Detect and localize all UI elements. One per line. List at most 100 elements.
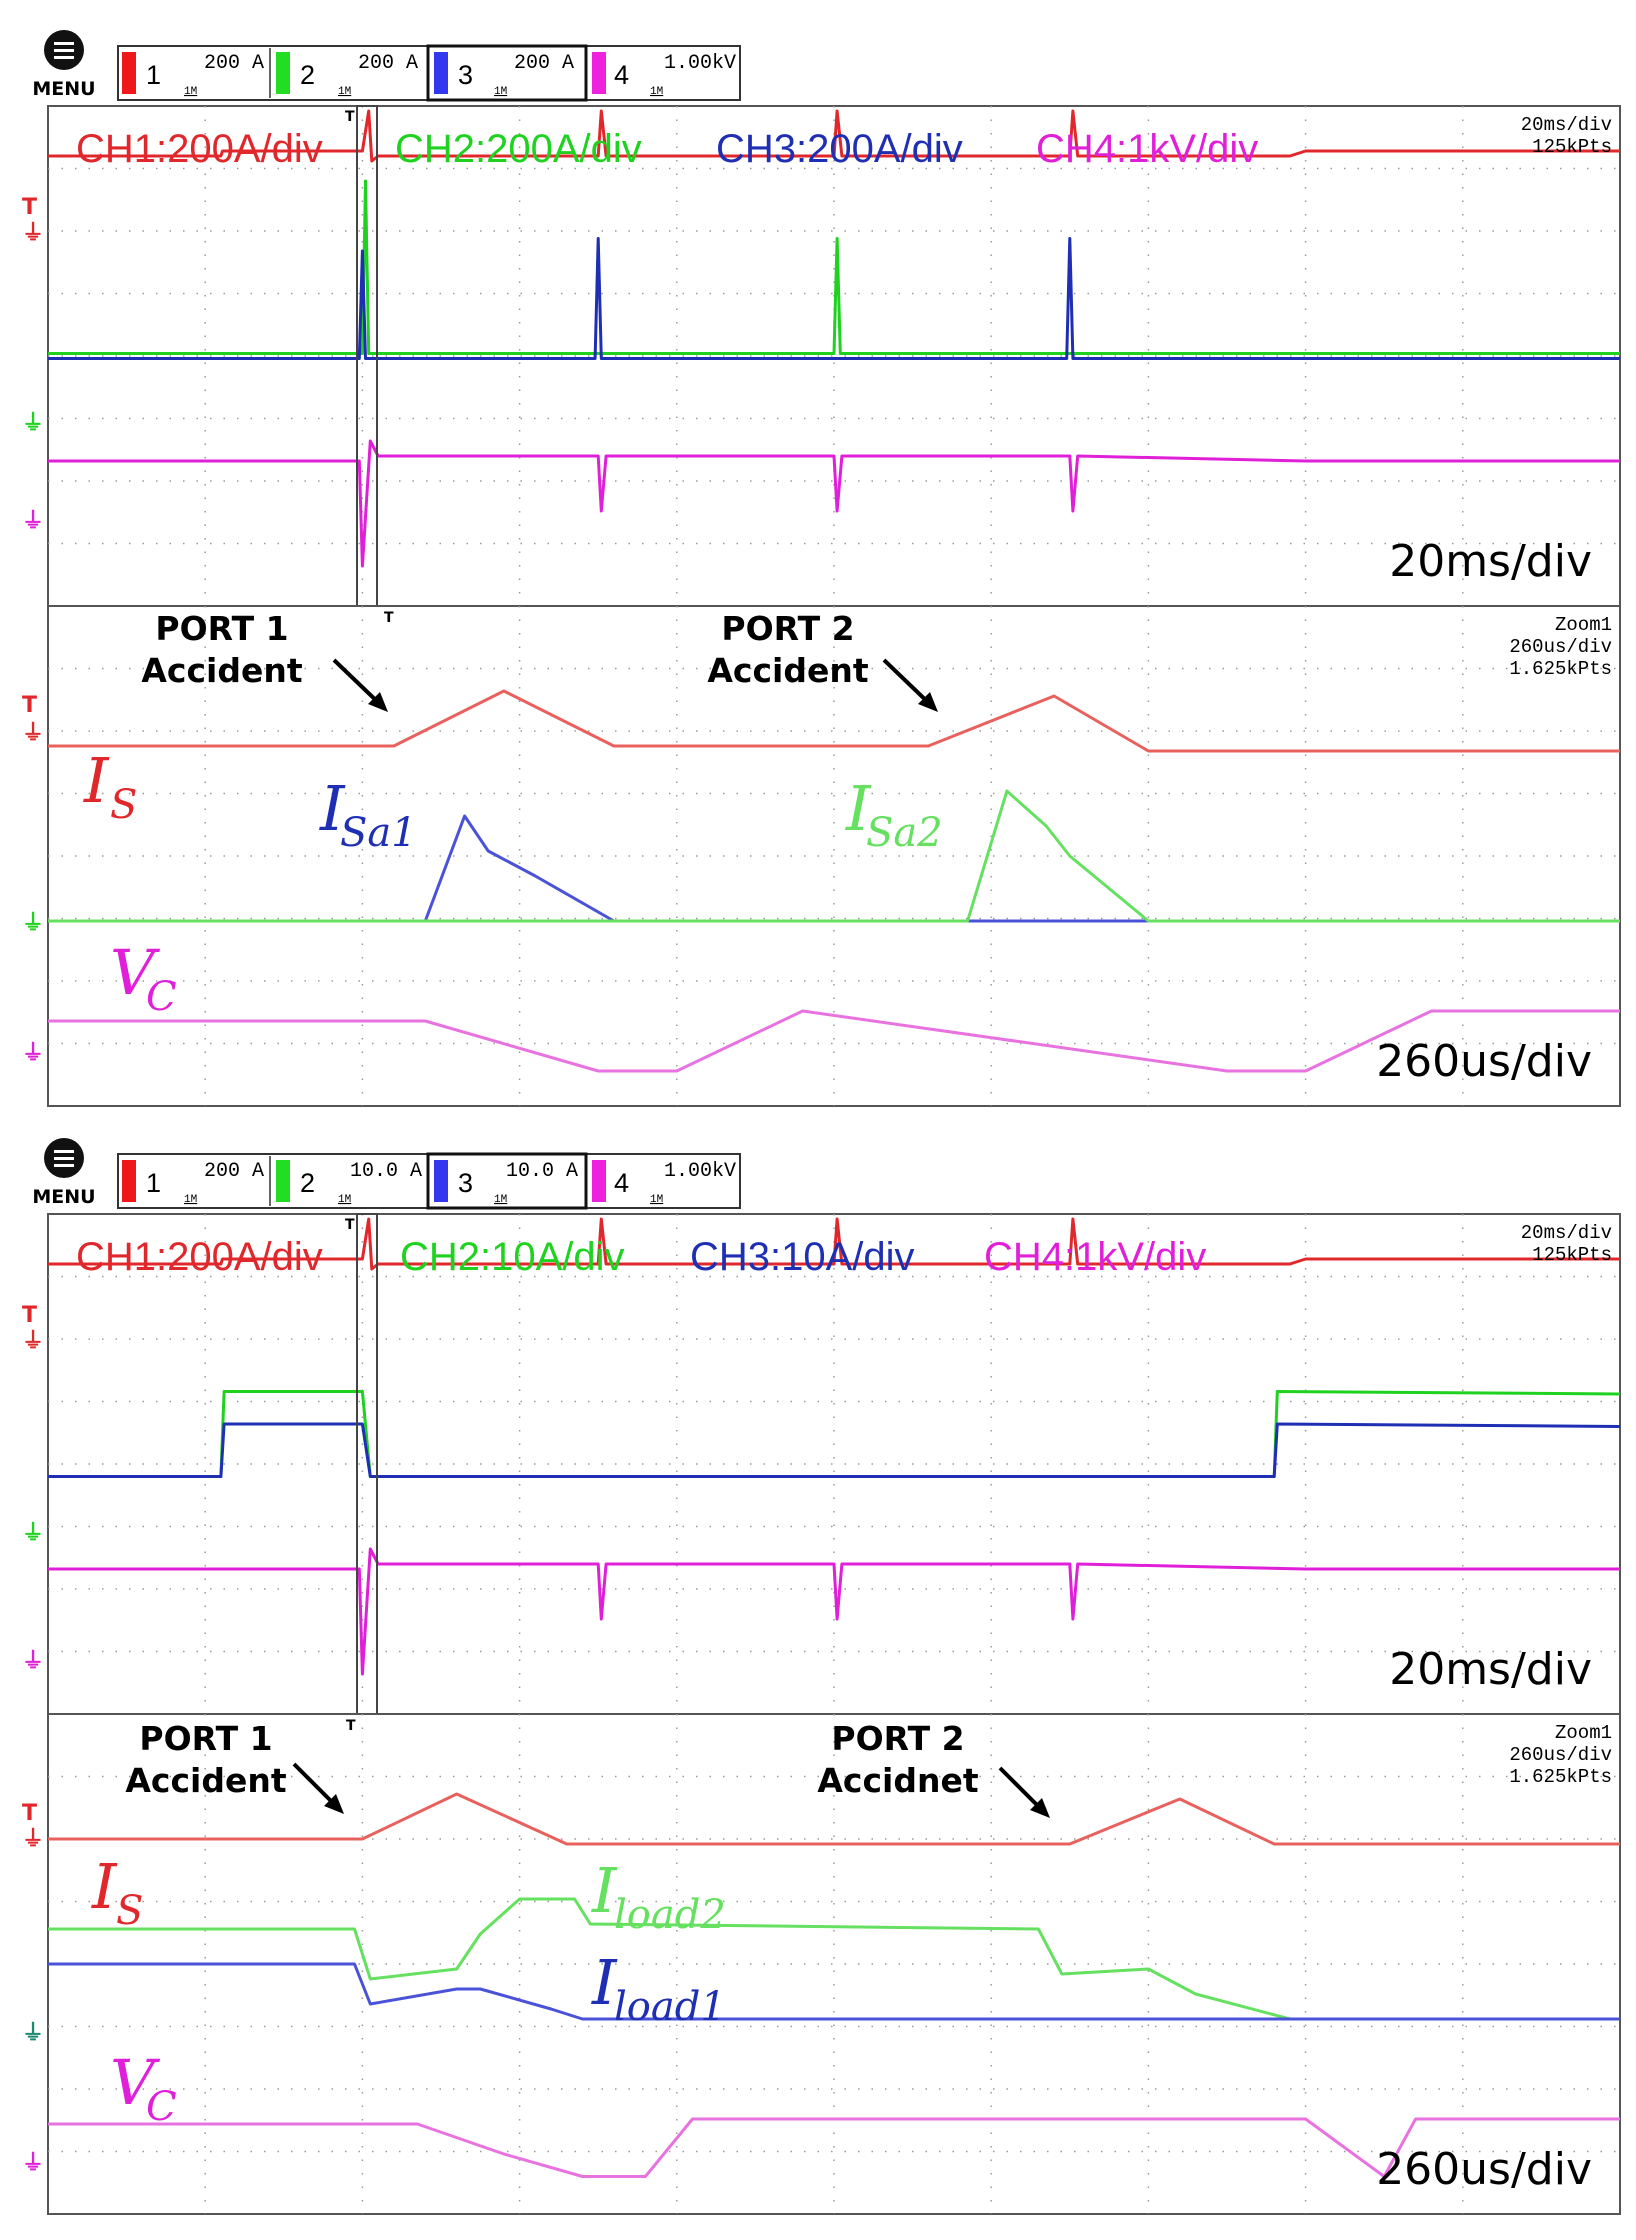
ch4-scale-label: CH4:1kV/div — [984, 1235, 1206, 1279]
ch3-scale: 200 A — [514, 52, 574, 75]
symbol-subscript: load2 — [614, 1892, 726, 1938]
ch2-number: 2 — [300, 1168, 315, 1198]
symbol-isa2: I Sa2 — [845, 772, 943, 856]
zoom-label: Zoom1 — [1555, 614, 1612, 636]
ch4-coupling: 1M — [650, 1194, 663, 1206]
plot-area — [48, 1217, 1621, 1676]
plot-area — [48, 109, 1620, 568]
ch4-scale: 1.00kV — [664, 52, 736, 75]
ch1-level-marker: T — [22, 693, 37, 718]
menu-button[interactable]: MENU — [32, 30, 96, 100]
annotation-line-1: PORT 2 — [721, 609, 854, 648]
ground-markers: T ⏚ ⏚ ⏚ — [22, 1801, 44, 2176]
trace-i-load1 — [48, 1962, 1620, 2021]
menu-button[interactable]: MENU — [32, 1138, 96, 1208]
grid — [48, 606, 1620, 1106]
channel-box-2[interactable]: 2 200 A 1M — [276, 52, 418, 98]
ch2-scale: 10.0 A — [350, 1160, 422, 1183]
ch2-coupling: 1M — [338, 86, 351, 98]
symbol-subscript: C — [146, 2084, 177, 2130]
ch1-scale-label: CH1:200A/div — [76, 1235, 323, 1279]
timebase-info: 20ms/div — [1521, 114, 1612, 136]
record-length-info: 125kPts — [1532, 1244, 1612, 1266]
ch4-number: 4 — [614, 60, 629, 90]
symbol-main: I — [845, 772, 872, 845]
trace-ch4 — [48, 439, 1620, 568]
grid — [48, 1714, 1620, 2214]
trigger-icon: T — [345, 1217, 355, 1233]
symbol-subscript: Sa1 — [340, 810, 417, 856]
scope-panel-1: MENU 1 200 A 1M 2 200 A 1M 3 200 A — [22, 30, 1621, 1107]
zoom-record-length: 1.625kPts — [1509, 1766, 1612, 1788]
menu-icon-bar — [54, 1150, 74, 1153]
ground-marker-icon: ⏚ — [22, 2151, 44, 2176]
zoom-timebase: 260us/div — [1509, 636, 1612, 658]
annotation-line-1: PORT 1 — [155, 609, 288, 648]
symbol-isa1: I Sa1 — [319, 772, 417, 856]
ch3-selected-frame — [426, 44, 588, 102]
channel-box-1[interactable]: 1 200 A 1M — [122, 52, 264, 98]
symbol-subscript: S — [116, 1888, 143, 1934]
symbol-main: V — [110, 936, 161, 1009]
trace-ch3 — [48, 1422, 1621, 1478]
trace-i-sa2 — [48, 789, 1620, 923]
ch1-scale-label: CH1:200A/div — [76, 127, 323, 171]
ground-marker-icon: ⏚ — [22, 1649, 44, 1674]
record-length-info: 125kPts — [1532, 136, 1612, 158]
channel-box-4[interactable]: 4 1.00kV 1M — [592, 1160, 736, 1206]
menu-icon-bar — [54, 1157, 74, 1160]
time-div-label: 20ms/div — [1389, 536, 1592, 587]
ground-markers: T ⏚ ⏚ ⏚ — [22, 195, 44, 534]
grid — [48, 1214, 1620, 1714]
ch1-level-marker: T — [22, 1303, 37, 1328]
menu-label: MENU — [32, 1186, 95, 1208]
ch4-coupling: 1M — [650, 86, 663, 98]
screen-frame — [47, 1213, 1621, 1715]
ch1-level-marker: T — [22, 195, 37, 220]
ch1-color-swatch — [122, 1160, 136, 1202]
symbol-iload2: I load2 — [591, 1854, 726, 1938]
symbol-main: I — [83, 744, 110, 817]
ch2-scale: 200 A — [358, 52, 418, 75]
channel-box-2[interactable]: 2 10.0 A 1M — [276, 1160, 422, 1206]
time-div-label: 260us/div — [1376, 2144, 1592, 2195]
symbol-subscript: load1 — [614, 1984, 726, 2030]
ch2-color-swatch — [276, 1160, 290, 1202]
zoom-label: Zoom1 — [1555, 1722, 1612, 1744]
ch3-color-swatch — [434, 52, 448, 94]
ch4-color-swatch — [592, 52, 606, 94]
trace-i-s — [48, 689, 1620, 753]
symbol-vc: V C — [110, 2046, 177, 2130]
zoom-screen-1: T Zoom1 260us/div 1.625kPts 260us/div PO… — [22, 605, 1621, 1107]
ch3-number: 3 — [458, 1168, 473, 1198]
symbol-is: I S — [83, 744, 137, 828]
channel-box-3[interactable]: 3 10.0 A 1M — [426, 1152, 588, 1210]
ch3-color-swatch — [434, 1160, 448, 1202]
ch2-color-swatch — [276, 52, 290, 94]
ch1-number: 1 — [146, 60, 161, 90]
channel-box-3[interactable]: 3 200 A 1M — [426, 44, 588, 102]
menu-icon-bar — [54, 42, 74, 45]
trace-i-load2 — [48, 1897, 1620, 2021]
ch2-scale-label: CH2:10A/div — [400, 1235, 625, 1279]
annotation-line-2: Accidnet — [817, 1761, 978, 1800]
time-div-label: 260us/div — [1376, 1036, 1592, 1087]
ground-markers: T ⏚ ⏚ ⏚ — [22, 1303, 44, 1674]
port2-annotation: PORT 2 Accidnet — [817, 1719, 1050, 1818]
symbol-main: I — [91, 1850, 118, 1923]
annotation-line-2: Accident — [125, 1761, 286, 1800]
symbol-main: I — [591, 1854, 618, 1927]
time-div-label: 20ms/div — [1389, 1644, 1592, 1695]
symbol-vc: V C — [110, 936, 177, 1020]
channel-box-4[interactable]: 4 1.00kV 1M — [592, 52, 736, 98]
ground-marker-icon: ⏚ — [22, 721, 44, 746]
ground-marker-icon: ⏚ — [22, 221, 44, 246]
zoom-record-length: 1.625kPts — [1509, 658, 1612, 680]
symbol-main: V — [110, 2046, 161, 2119]
ch3-scale-label: CH3:200A/div — [716, 127, 963, 171]
annotation-line-1: PORT 2 — [831, 1719, 964, 1758]
trace-i-s — [48, 1792, 1620, 1846]
channel-box-1[interactable]: 1 200 A 1M — [122, 1160, 264, 1206]
ch3-coupling: 1M — [494, 86, 507, 98]
